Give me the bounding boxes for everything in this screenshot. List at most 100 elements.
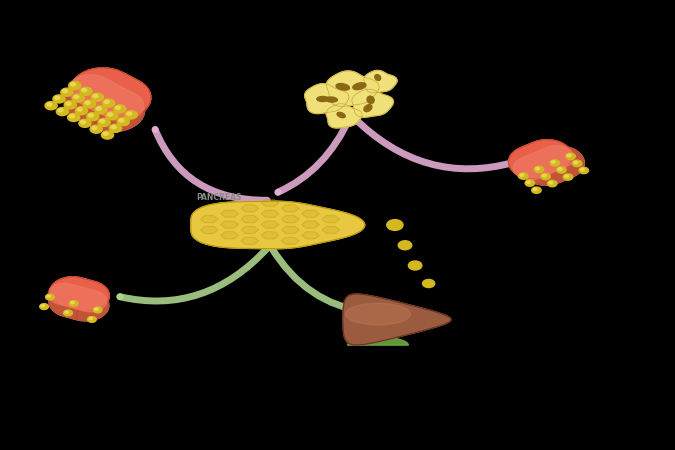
Circle shape: [45, 294, 54, 300]
Polygon shape: [200, 216, 218, 223]
Circle shape: [95, 106, 107, 114]
Circle shape: [79, 119, 91, 127]
FancyArrowPatch shape: [271, 248, 366, 312]
Ellipse shape: [364, 105, 372, 112]
Polygon shape: [281, 237, 299, 244]
Circle shape: [70, 301, 78, 306]
Circle shape: [547, 180, 557, 187]
Circle shape: [72, 94, 84, 102]
Circle shape: [88, 316, 97, 322]
Circle shape: [125, 111, 137, 119]
Polygon shape: [322, 216, 340, 223]
Circle shape: [566, 153, 575, 159]
Circle shape: [61, 88, 73, 96]
Polygon shape: [65, 81, 144, 132]
Circle shape: [534, 166, 544, 173]
Circle shape: [91, 93, 103, 101]
Polygon shape: [327, 71, 379, 106]
Circle shape: [114, 105, 126, 113]
Circle shape: [109, 124, 122, 132]
Circle shape: [115, 106, 121, 109]
Polygon shape: [304, 84, 349, 113]
Polygon shape: [50, 277, 109, 311]
Circle shape: [81, 121, 86, 124]
Polygon shape: [65, 68, 151, 132]
Circle shape: [92, 126, 97, 130]
Circle shape: [93, 307, 102, 313]
Polygon shape: [241, 237, 259, 244]
Circle shape: [105, 100, 109, 104]
Circle shape: [95, 308, 98, 310]
Polygon shape: [241, 216, 259, 223]
Circle shape: [423, 279, 435, 288]
Circle shape: [558, 168, 562, 170]
Circle shape: [536, 167, 539, 170]
Circle shape: [90, 125, 103, 133]
Circle shape: [111, 126, 116, 129]
Polygon shape: [241, 205, 259, 212]
FancyArrowPatch shape: [120, 248, 268, 301]
Circle shape: [106, 112, 118, 120]
Circle shape: [83, 100, 95, 108]
Circle shape: [41, 305, 45, 307]
Polygon shape: [261, 221, 279, 228]
Circle shape: [76, 107, 88, 115]
Circle shape: [572, 160, 582, 166]
Polygon shape: [348, 337, 408, 345]
Circle shape: [542, 174, 546, 177]
Polygon shape: [281, 216, 299, 223]
Circle shape: [66, 102, 71, 105]
Polygon shape: [508, 140, 585, 185]
Circle shape: [408, 261, 422, 270]
Circle shape: [68, 113, 80, 122]
Circle shape: [574, 161, 578, 164]
Circle shape: [557, 167, 566, 173]
Polygon shape: [49, 286, 109, 321]
Polygon shape: [68, 75, 144, 121]
Circle shape: [63, 310, 72, 316]
Circle shape: [63, 90, 68, 93]
Circle shape: [551, 161, 556, 163]
Circle shape: [518, 173, 528, 179]
Polygon shape: [241, 226, 259, 234]
Polygon shape: [261, 210, 279, 217]
Circle shape: [387, 220, 403, 230]
Circle shape: [525, 180, 535, 186]
Polygon shape: [221, 232, 238, 239]
Ellipse shape: [337, 112, 345, 117]
Circle shape: [97, 107, 101, 110]
Polygon shape: [302, 210, 319, 217]
Circle shape: [127, 112, 132, 115]
Ellipse shape: [317, 96, 329, 102]
Circle shape: [119, 119, 124, 122]
Circle shape: [100, 120, 105, 123]
Circle shape: [398, 241, 412, 250]
Polygon shape: [49, 277, 109, 321]
Polygon shape: [364, 71, 397, 93]
Circle shape: [40, 304, 49, 310]
Circle shape: [532, 187, 541, 194]
Circle shape: [82, 89, 86, 92]
FancyArrowPatch shape: [155, 130, 267, 200]
Polygon shape: [71, 68, 151, 119]
Circle shape: [533, 188, 537, 190]
Text: PANCREAS: PANCREAS: [196, 193, 242, 202]
Circle shape: [47, 103, 52, 106]
Polygon shape: [48, 283, 107, 312]
Circle shape: [101, 131, 113, 139]
Circle shape: [70, 115, 74, 118]
Polygon shape: [302, 232, 319, 239]
FancyArrowPatch shape: [278, 117, 350, 192]
Circle shape: [563, 174, 573, 180]
Circle shape: [549, 181, 553, 184]
Circle shape: [579, 167, 589, 174]
Ellipse shape: [336, 84, 350, 90]
Ellipse shape: [325, 97, 338, 102]
Circle shape: [74, 95, 79, 99]
Polygon shape: [302, 221, 319, 228]
Circle shape: [103, 99, 115, 107]
Polygon shape: [322, 226, 340, 234]
Circle shape: [45, 102, 57, 110]
Circle shape: [58, 109, 63, 112]
Circle shape: [47, 295, 51, 297]
